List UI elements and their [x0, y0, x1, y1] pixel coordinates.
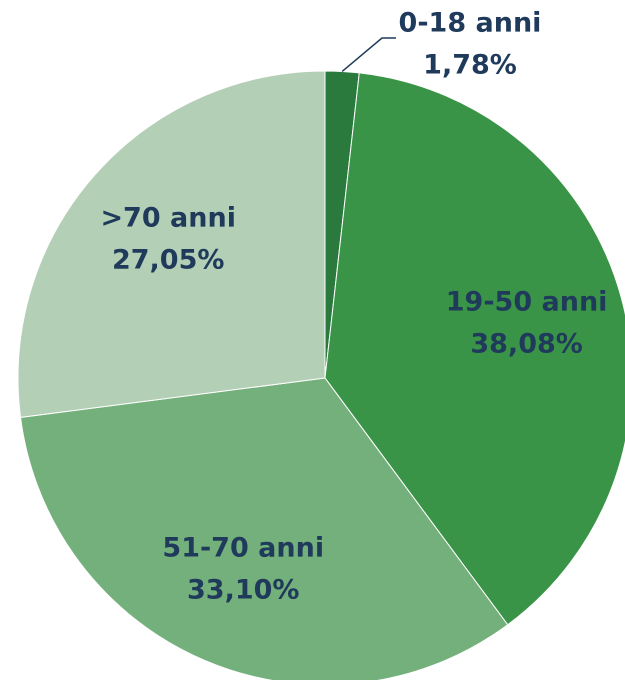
slice-value-label: 1,78% [423, 50, 517, 81]
slice-label: 0-18 anni [399, 8, 542, 39]
pie-slice [19, 377, 509, 680]
slice-label: 51-70 anni [162, 533, 324, 564]
leader-line [341, 37, 396, 73]
slice-value-label: 27,05% [112, 245, 224, 276]
slice-label: 19-50 anni [446, 286, 608, 317]
slice-value-label: 33,10% [187, 575, 299, 606]
slice-value-label: 38,08% [470, 328, 582, 359]
slice-label: >70 anni [100, 203, 236, 234]
pie-slice [17, 70, 326, 418]
pie-slice [324, 72, 625, 626]
